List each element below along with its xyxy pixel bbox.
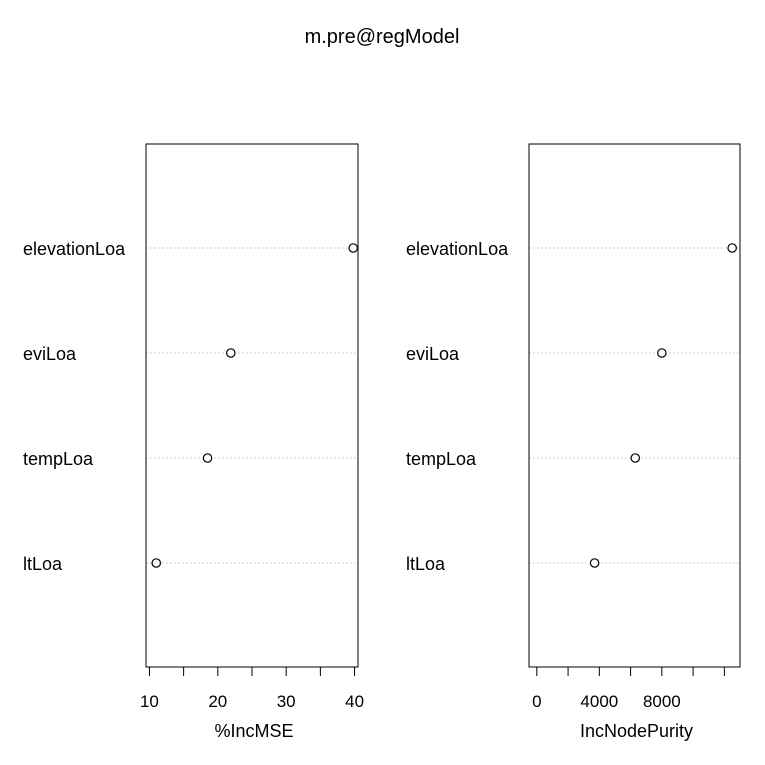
panel-1-x-tick-label: 40 [345, 692, 364, 711]
panel-2-variable-label: eviLoa [406, 344, 460, 364]
panel-1-variable-label: elevationLoa [23, 239, 126, 259]
panel-2-x-axis-title: IncNodePurity [580, 721, 693, 741]
panel-2-data-point [589, 558, 600, 568]
panel-1-x-axis-title: %IncMSE [214, 721, 293, 741]
panel-2-variable-label: elevationLoa [406, 239, 509, 259]
panel-2-variable-label: tempLoa [406, 449, 477, 469]
panel-2-data-point [727, 243, 737, 253]
panel-1-variable-label: ltLoa [23, 554, 63, 574]
panel-2-x-tick-label: 4000 [580, 692, 618, 711]
panel-1-x-tick-label: 20 [208, 692, 227, 711]
panel-1-variable-label: eviLoa [23, 344, 77, 364]
panel-1-data-point [348, 243, 359, 253]
panel-2-variable-label: ltLoa [406, 554, 446, 574]
panel-1-data-point [202, 453, 213, 463]
panel-2-data-point [657, 348, 667, 358]
panel-1-variable-label: tempLoa [23, 449, 94, 469]
panel-2-plot-box [528, 143, 741, 668]
panel-2-x-tick-label: 0 [532, 692, 541, 711]
panel-2-data-point [630, 453, 641, 463]
panel-1-x-tick-label: 30 [277, 692, 296, 711]
panel-1-plot-box [145, 143, 359, 668]
panel-1-data-point [151, 558, 162, 568]
panel-1-x-tick-label: 10 [140, 692, 159, 711]
chart-title: m.pre@regModel [305, 26, 460, 48]
panel-2-x-tick-label: 8000 [643, 692, 681, 711]
panel-1-data-point [226, 348, 236, 358]
